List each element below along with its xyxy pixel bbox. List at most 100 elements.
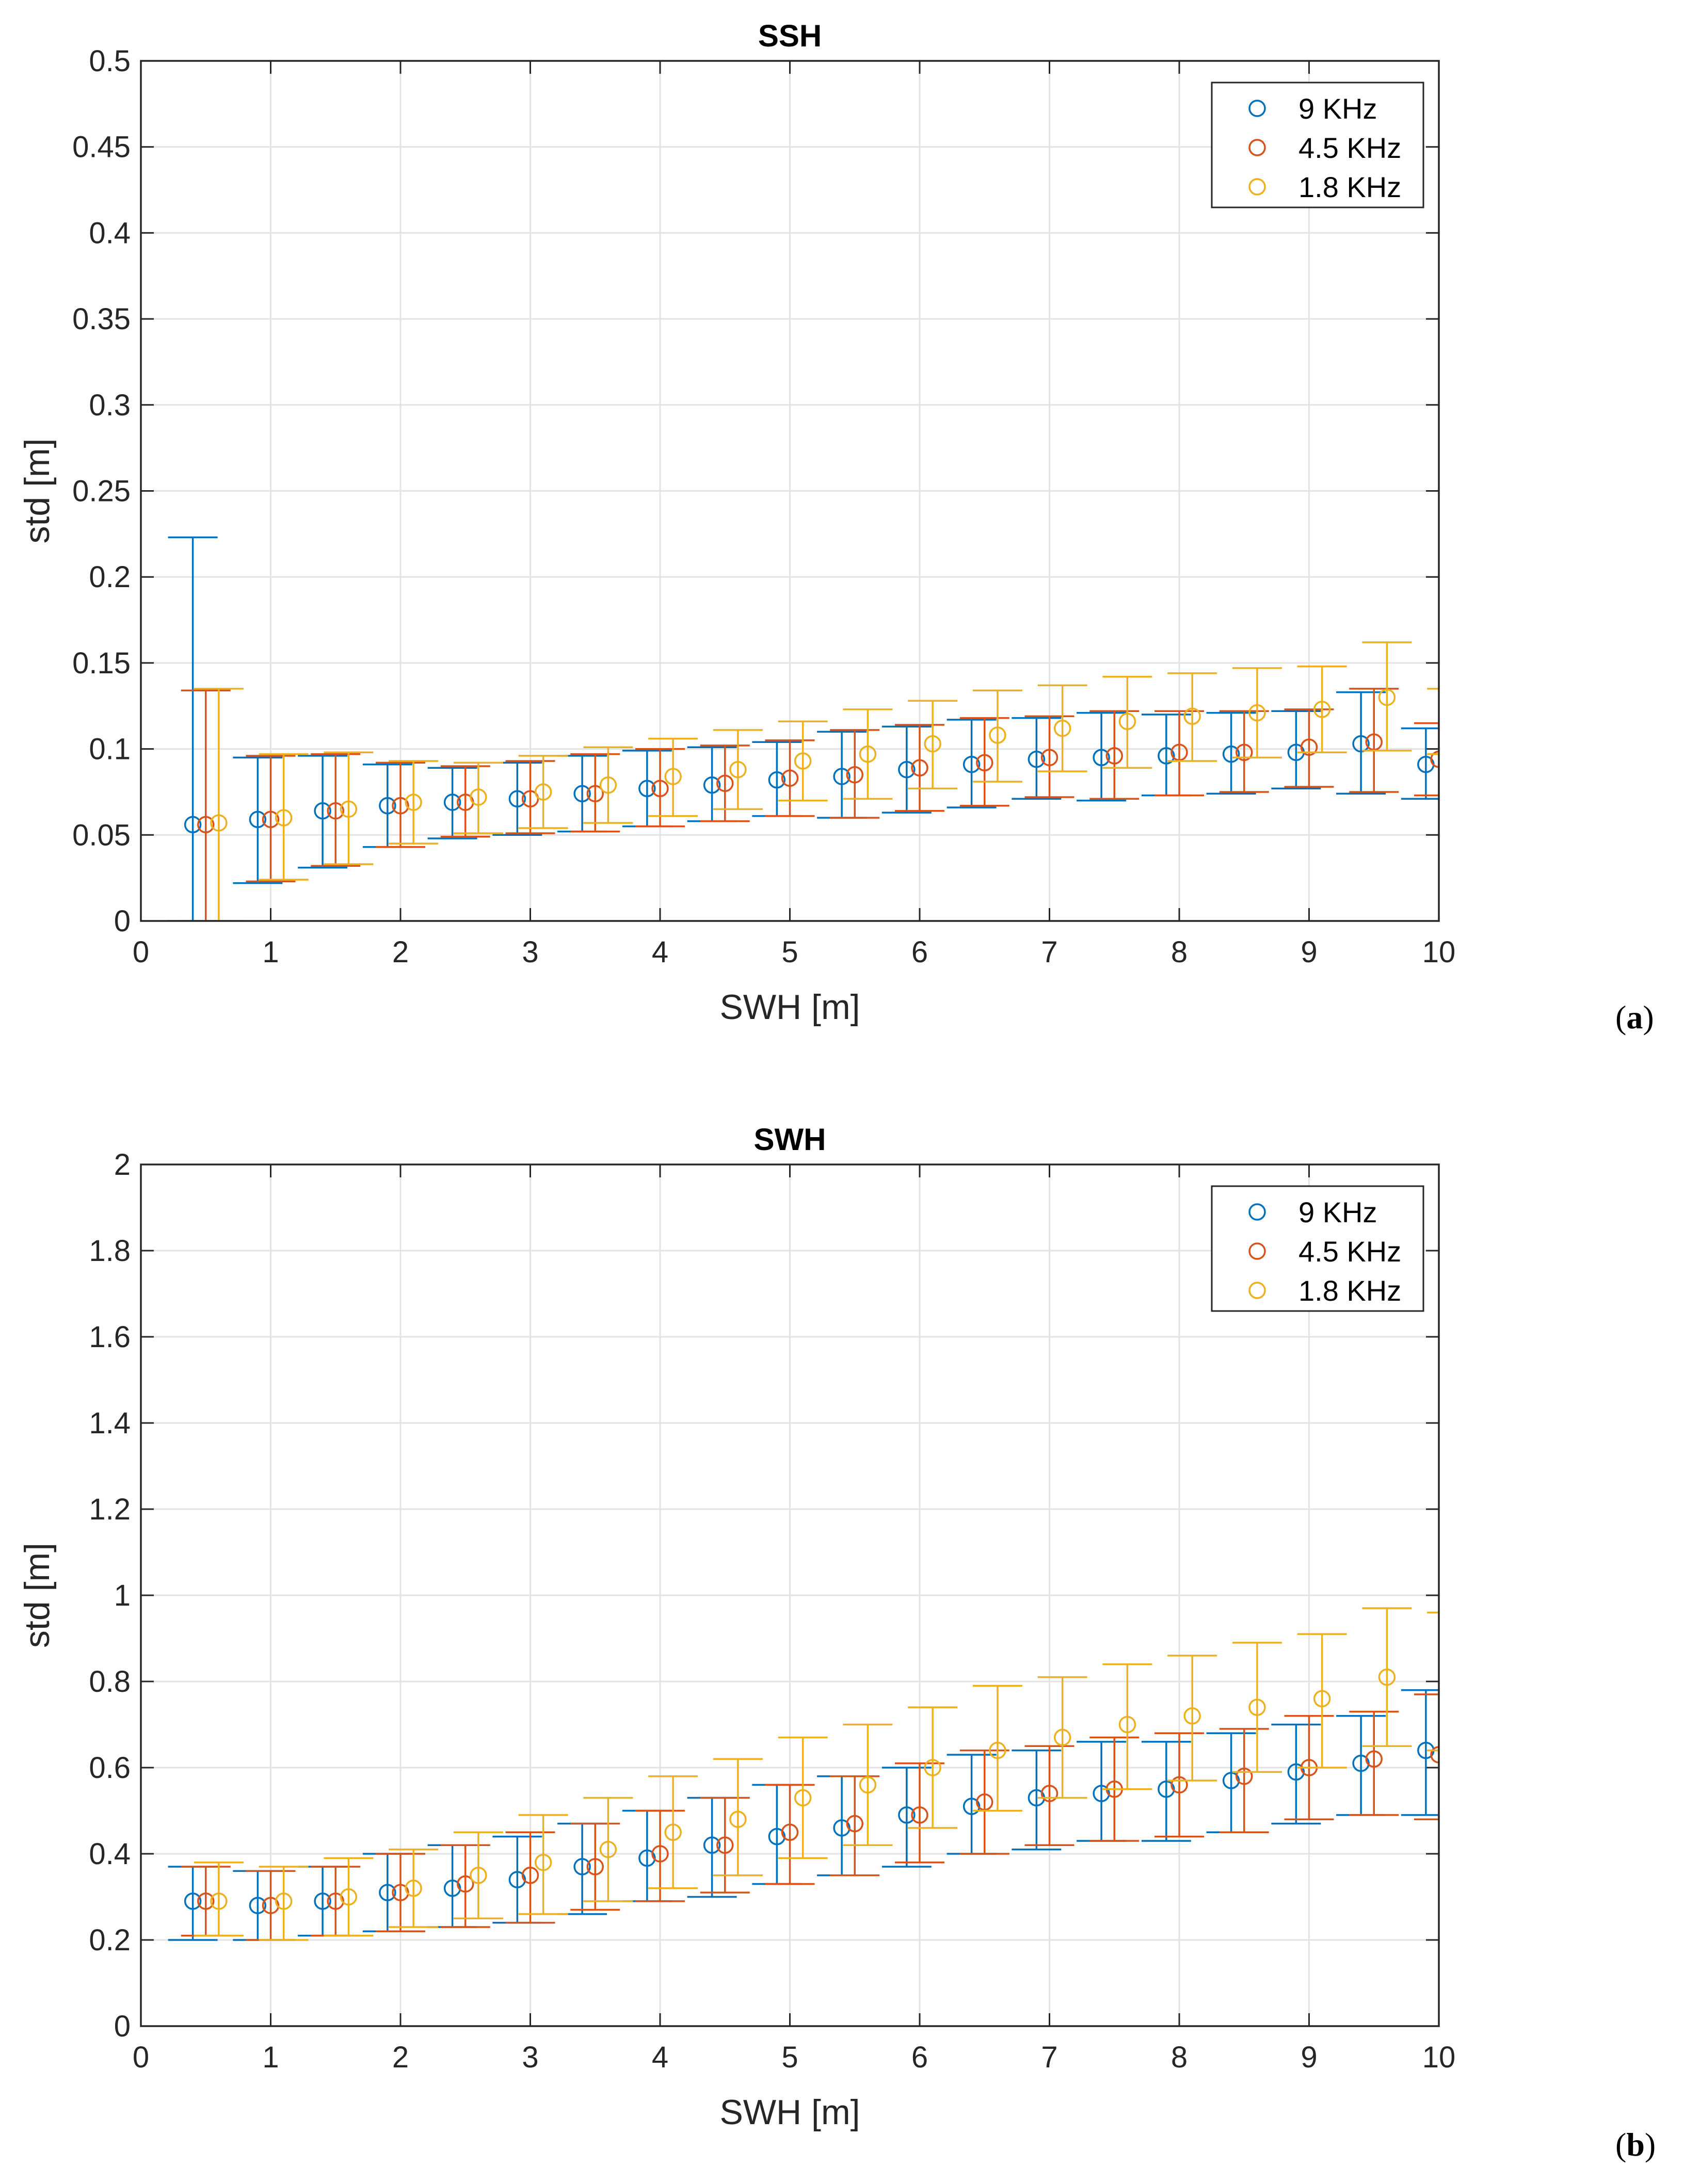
- y-tick-label: 1.8: [89, 1234, 131, 1268]
- data-point: [651, 780, 669, 798]
- data-point: [184, 1892, 202, 1910]
- y-tick-label: 1.4: [89, 1406, 131, 1440]
- data-point: [210, 814, 228, 832]
- data-point: [846, 1815, 863, 1833]
- y-tick-label: 0.35: [72, 302, 131, 336]
- chart-title: SWH: [754, 1122, 826, 1157]
- legend-marker: [1248, 1203, 1266, 1221]
- data-point: [729, 1810, 747, 1828]
- data-point: [1444, 1674, 1460, 1689]
- data-point: [859, 745, 877, 763]
- panel-label-a: (a): [1615, 999, 1654, 1036]
- data-point: [457, 1875, 474, 1893]
- data-point: [846, 766, 863, 784]
- y-tick-label: 0.2: [89, 560, 131, 594]
- legend-label: 4.5 KHz: [1298, 132, 1401, 164]
- data-point: [1365, 1750, 1383, 1768]
- data-point: [768, 771, 786, 789]
- data-point: [392, 797, 409, 815]
- y-tick-label: 0: [114, 904, 131, 938]
- x-tick-label: 8: [1171, 2041, 1188, 2074]
- data-point: [197, 816, 215, 834]
- data-point: [599, 1840, 617, 1858]
- data-point: [1430, 1746, 1439, 1764]
- y-axis-label: std [m]: [18, 1543, 57, 1648]
- data-point: [405, 1880, 422, 1897]
- x-tick-label: 5: [781, 935, 798, 969]
- y-tick-label: 0.05: [72, 818, 131, 852]
- x-axis-label: SWH [m]: [720, 2093, 860, 2132]
- x-tick-label: 9: [1301, 935, 1317, 969]
- data-point: [379, 1884, 396, 1901]
- x-tick-label: 4: [652, 2041, 668, 2074]
- y-tick-label: 1.6: [89, 1320, 131, 1354]
- data-point: [1040, 1785, 1058, 1802]
- x-tick-label: 0: [133, 935, 149, 969]
- data-point: [443, 1880, 461, 1897]
- data-point: [1248, 1698, 1266, 1716]
- data-point: [521, 1867, 539, 1884]
- x-tick-label: 9: [1301, 2041, 1317, 2074]
- data-point: [1352, 1754, 1370, 1772]
- data-point: [534, 1853, 552, 1871]
- x-tick-label: 8: [1171, 935, 1188, 969]
- y-tick-label: 0.4: [89, 1837, 131, 1871]
- data-point: [327, 1892, 344, 1910]
- x-tick-label: 7: [1041, 935, 1057, 969]
- data-point: [963, 755, 981, 773]
- y-tick-label: 0: [114, 2010, 131, 2043]
- data-point: [1313, 1690, 1331, 1708]
- data-point: [1170, 1776, 1188, 1794]
- data-point: [781, 769, 799, 787]
- x-tick-label: 10: [1422, 2041, 1456, 2074]
- data-point: [1118, 713, 1136, 731]
- y-tick-label: 0.4: [89, 216, 131, 250]
- data-point: [314, 802, 331, 820]
- data-point: [508, 790, 526, 808]
- legend-label: 1.8 KHz: [1298, 171, 1401, 203]
- series-4-5-KHz: [181, 688, 1439, 921]
- x-tick-label: 6: [911, 2041, 928, 2074]
- y-tick-label: 0.3: [89, 389, 131, 422]
- legend-marker: [1248, 1242, 1266, 1260]
- data-point: [664, 1823, 682, 1841]
- data-point: [1222, 1772, 1240, 1789]
- data-point: [1248, 704, 1266, 722]
- data-point: [1093, 1785, 1110, 1802]
- chart-panel-a: 0 1 2 3 4 5 6 7 8 9 10 0 0.05 0.1 0.15 0.2 0.25 0.3 0.35 0.…: [18, 19, 1456, 1027]
- series-1-8-KHz: [194, 641, 1439, 921]
- y-tick-label: 0.8: [89, 1665, 131, 1698]
- data-point: [1430, 750, 1439, 768]
- y-tick-label: 0.45: [72, 131, 131, 164]
- data-point: [716, 1836, 734, 1854]
- data-point: [573, 785, 591, 803]
- data-point: [262, 811, 280, 829]
- data-point: [599, 776, 617, 794]
- data-point: [470, 1867, 487, 1884]
- data-point: [184, 816, 202, 834]
- data-point: [443, 794, 461, 811]
- data-point: [963, 1798, 981, 1815]
- x-tick-label: 2: [392, 935, 409, 969]
- data-point: [405, 794, 422, 811]
- legend-marker: [1248, 1282, 1266, 1299]
- data-point: [651, 1845, 669, 1863]
- series-1-8-KHz: [194, 1607, 1460, 1941]
- y-tick-label: 0.5: [89, 44, 131, 78]
- data-point: [1053, 1728, 1071, 1746]
- data-point: [911, 759, 928, 777]
- data-point: [586, 1858, 604, 1875]
- x-tick-label: 7: [1041, 2041, 1057, 2074]
- data-point: [586, 785, 604, 803]
- data-point: [1093, 749, 1110, 767]
- data-point: [392, 1884, 409, 1901]
- data-point: [794, 1789, 812, 1807]
- data-point: [1313, 701, 1331, 718]
- x-tick-label: 10: [1422, 935, 1456, 969]
- series-9-KHz: [168, 536, 1439, 921]
- data-point: [379, 797, 396, 815]
- data-point: [197, 1892, 215, 1910]
- data-point: [989, 726, 1006, 744]
- data-point: [729, 761, 747, 779]
